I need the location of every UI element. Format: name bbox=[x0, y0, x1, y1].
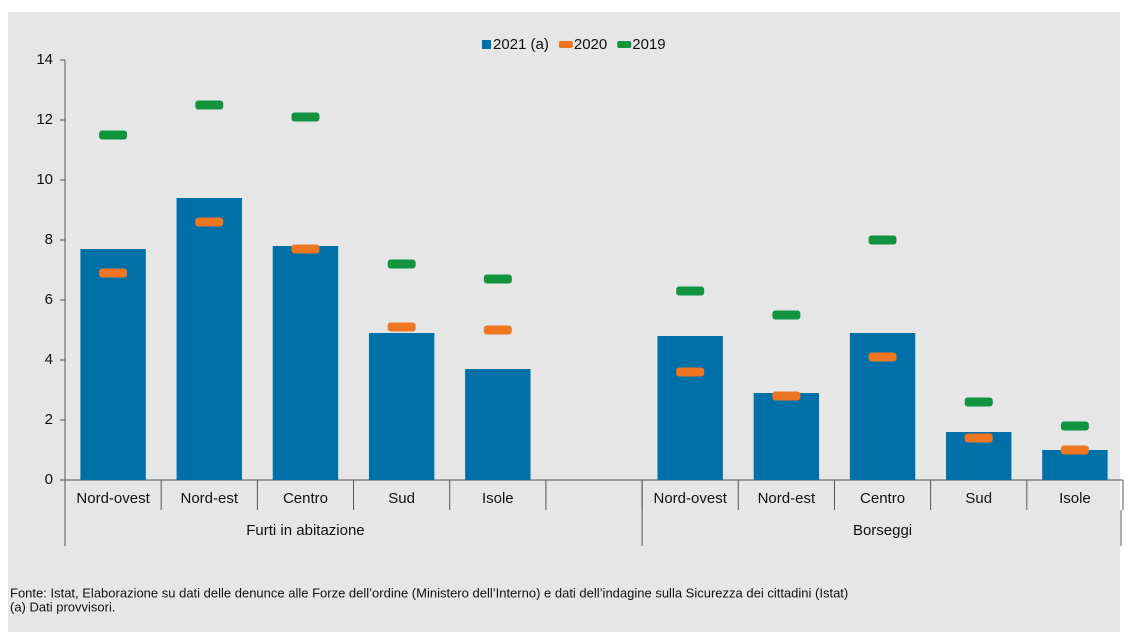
marker bbox=[483, 325, 512, 335]
marker bbox=[676, 286, 705, 296]
marker bbox=[387, 322, 416, 332]
bar bbox=[368, 333, 435, 480]
bar bbox=[657, 336, 723, 480]
y-tick-label: 2 bbox=[45, 411, 53, 428]
bar bbox=[753, 393, 820, 480]
group-label: Furti in abitazione bbox=[246, 522, 364, 539]
y-tick-label: 14 bbox=[36, 51, 53, 68]
marker bbox=[99, 130, 128, 140]
marker bbox=[772, 310, 801, 320]
x-tick-label: Nord-est bbox=[758, 490, 816, 507]
marker bbox=[483, 274, 512, 284]
bar bbox=[176, 198, 242, 480]
marker bbox=[291, 112, 320, 122]
legend-label: 2019 bbox=[632, 36, 665, 53]
legend-label: 2020 bbox=[574, 36, 607, 53]
marker bbox=[868, 235, 897, 245]
marker bbox=[772, 391, 801, 401]
x-tick-label: Isole bbox=[1059, 490, 1091, 507]
x-tick-label: Centro bbox=[283, 490, 328, 507]
bar bbox=[1042, 450, 1108, 480]
x-tick-label: Nord-ovest bbox=[654, 490, 728, 507]
y-tick-label: 0 bbox=[45, 471, 53, 488]
marker bbox=[964, 433, 993, 443]
marker bbox=[868, 352, 897, 362]
y-tick-label: 6 bbox=[45, 291, 53, 308]
legend-swatch bbox=[558, 41, 573, 48]
y-tick-label: 8 bbox=[45, 231, 53, 248]
x-tick-label: Sud bbox=[965, 490, 992, 507]
marker bbox=[387, 259, 416, 269]
marker bbox=[676, 367, 705, 377]
note: Fonte: Istat, Elaborazione su dati delle… bbox=[10, 585, 848, 600]
x-tick-label: Nord-est bbox=[181, 490, 239, 507]
legend-label: 2021 (a) bbox=[493, 36, 549, 53]
legend-swatch bbox=[617, 41, 632, 48]
note: (a) Dati provvisori. bbox=[10, 599, 115, 614]
group-label: Borseggi bbox=[853, 522, 912, 539]
x-tick-label: Nord-ovest bbox=[76, 490, 150, 507]
x-tick-label: Centro bbox=[860, 490, 905, 507]
marker bbox=[195, 100, 224, 110]
y-tick-label: 12 bbox=[36, 111, 53, 128]
chart-background bbox=[8, 12, 1120, 632]
marker bbox=[1060, 445, 1089, 455]
legend-swatch bbox=[482, 40, 491, 49]
marker bbox=[195, 217, 224, 227]
marker bbox=[1060, 421, 1089, 431]
bar bbox=[80, 249, 146, 480]
x-tick-label: Sud bbox=[388, 490, 415, 507]
marker bbox=[99, 268, 128, 278]
marker bbox=[964, 397, 993, 407]
y-tick-label: 4 bbox=[45, 351, 53, 368]
bar bbox=[272, 246, 339, 480]
x-tick-label: Isole bbox=[482, 490, 514, 507]
bar bbox=[465, 369, 531, 480]
marker bbox=[291, 244, 320, 254]
y-tick-label: 10 bbox=[36, 171, 53, 188]
